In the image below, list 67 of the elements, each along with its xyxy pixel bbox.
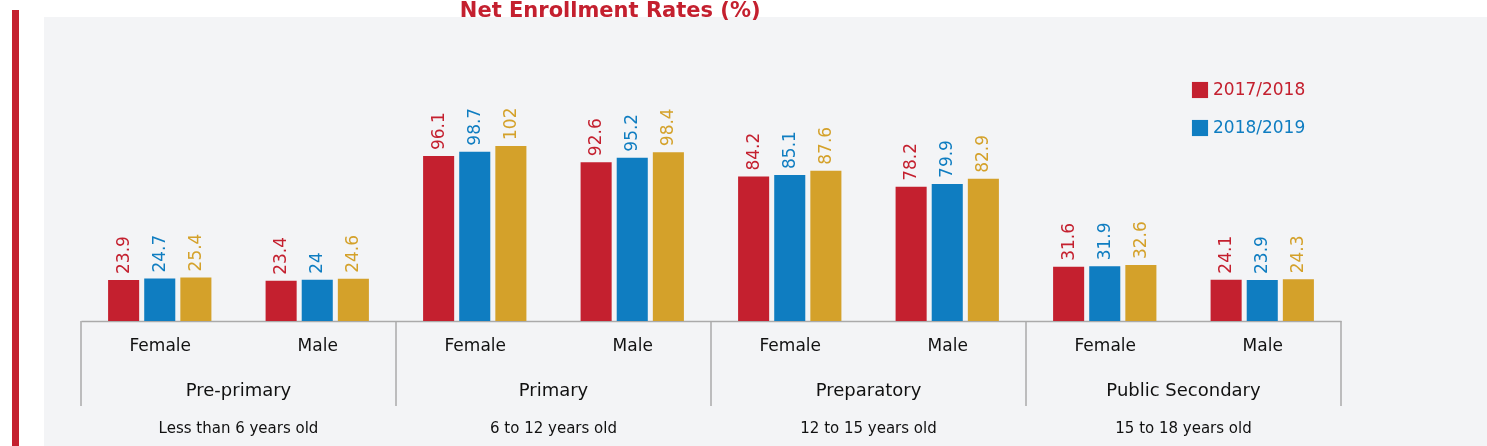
bar bbox=[774, 175, 806, 321]
x-tick-label: Male bbox=[612, 334, 653, 355]
text: Primary bbox=[518, 379, 589, 400]
data-label: 95.2 bbox=[621, 113, 642, 152]
bar bbox=[652, 152, 684, 321]
bar bbox=[967, 178, 999, 321]
x-tick-label: Female bbox=[129, 334, 191, 355]
bar bbox=[895, 186, 927, 321]
data-label: 24 bbox=[306, 252, 327, 274]
data-label: 85.1 bbox=[778, 131, 799, 169]
data-label: 31.9 bbox=[1093, 222, 1114, 261]
text: 15 to 18 years old bbox=[1115, 419, 1252, 437]
data-label: 23.4 bbox=[270, 236, 291, 275]
bar bbox=[810, 170, 842, 321]
x-tick-label: Female bbox=[1074, 334, 1136, 355]
legend-label: 2017/2018 bbox=[1213, 79, 1306, 99]
bar bbox=[423, 156, 455, 321]
bar bbox=[931, 183, 963, 321]
data-label: 23.9 bbox=[112, 236, 133, 274]
data-label: 24.6 bbox=[342, 234, 363, 273]
data-label: 96.1 bbox=[427, 112, 448, 151]
bar bbox=[738, 176, 770, 321]
legend-label: 2018/2019 bbox=[1213, 117, 1306, 137]
data-label: 24.1 bbox=[1215, 235, 1236, 274]
data-label: 78.2 bbox=[900, 142, 921, 181]
text: Public Secondary bbox=[1106, 379, 1261, 400]
bar bbox=[337, 278, 369, 321]
chart-title: Net Enrollment Rates (%) bbox=[459, 0, 761, 22]
data-label: 25.4 bbox=[184, 233, 205, 272]
data-label: 79.9 bbox=[936, 140, 957, 178]
bar bbox=[580, 162, 612, 321]
data-label: 31.6 bbox=[1057, 222, 1078, 261]
bar bbox=[1282, 279, 1314, 321]
x-tick-label: Male bbox=[297, 334, 338, 355]
x-tick-label: Female bbox=[759, 334, 821, 355]
bar bbox=[1125, 265, 1157, 321]
data-label: 23.9 bbox=[1251, 236, 1272, 274]
bar bbox=[1246, 280, 1278, 321]
text: Pre-primary bbox=[185, 379, 292, 400]
text: Preparatory bbox=[815, 379, 922, 400]
data-label: 102 bbox=[499, 107, 520, 140]
data-label: 98.7 bbox=[463, 107, 484, 146]
data-label: 98.4 bbox=[657, 108, 678, 147]
bar bbox=[1089, 266, 1121, 321]
bar bbox=[1210, 279, 1242, 321]
bar bbox=[144, 278, 176, 321]
text: 6 to 12 years old bbox=[490, 419, 617, 437]
bar bbox=[495, 146, 527, 321]
text: Less than 6 years old bbox=[158, 419, 319, 437]
bar bbox=[1053, 266, 1085, 321]
bar bbox=[180, 277, 212, 321]
data-label: 24.3 bbox=[1287, 235, 1308, 274]
data-label: 92.6 bbox=[585, 118, 606, 157]
text: 12 to 15 years old bbox=[800, 419, 937, 437]
x-tick-label: Male bbox=[927, 334, 968, 355]
data-label: 84.2 bbox=[742, 132, 763, 171]
data-label: 24.7 bbox=[148, 234, 169, 273]
x-tick-label: Male bbox=[1242, 334, 1283, 355]
data-label: 82.9 bbox=[972, 134, 993, 173]
bar bbox=[265, 280, 297, 321]
bar bbox=[616, 157, 648, 321]
bar bbox=[301, 279, 333, 321]
bar bbox=[459, 151, 491, 321]
bar bbox=[108, 280, 140, 321]
data-label: 87.6 bbox=[814, 126, 835, 165]
data-label: 32.6 bbox=[1129, 221, 1150, 260]
x-tick-label: Female bbox=[444, 334, 506, 355]
